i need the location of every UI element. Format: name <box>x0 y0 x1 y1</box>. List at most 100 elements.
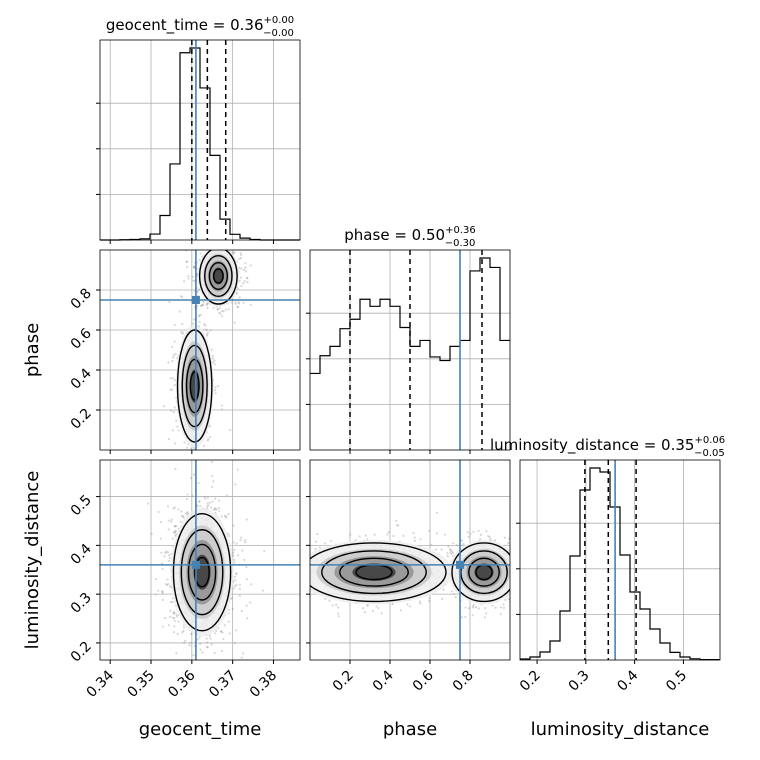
panel-geocent_time-vs-phase <box>99 241 301 455</box>
sample-point <box>164 550 168 553</box>
sample-point <box>224 514 227 517</box>
sample-point <box>191 279 195 282</box>
sample-point <box>520 545 522 547</box>
sample-point <box>527 563 529 565</box>
sample-point <box>208 425 212 428</box>
sample-point <box>226 245 228 247</box>
sample-point <box>206 496 209 499</box>
sample-point <box>303 561 305 563</box>
sample-point <box>304 553 306 555</box>
sample-point <box>515 548 517 550</box>
histogram-luminosity_distance <box>520 467 720 661</box>
sample-point <box>177 429 180 432</box>
sample-point <box>233 321 236 324</box>
panel-frame <box>309 459 511 661</box>
sample-point <box>513 566 515 568</box>
sample-point <box>191 494 194 497</box>
sample-point <box>499 613 503 616</box>
sample-point <box>514 564 516 566</box>
sample-point <box>515 558 517 560</box>
sample-point <box>469 532 472 535</box>
x-axis-label-phase: phase <box>383 719 437 740</box>
sample-point <box>236 305 239 309</box>
sample-point <box>173 383 176 387</box>
sample-point <box>147 502 150 505</box>
sample-point <box>523 560 525 562</box>
sample-point <box>515 561 517 563</box>
sample-point <box>375 605 378 608</box>
sample-point <box>412 532 415 535</box>
histogram-geocent_time <box>100 47 300 241</box>
hist-panel-geocent_time: geocent_time = 0.36+0.00 −0.00 <box>96 15 301 241</box>
x-tick-label: 0.34 <box>84 667 117 700</box>
sample-point <box>171 356 175 359</box>
sample-point <box>213 389 217 392</box>
sample-point <box>449 549 452 552</box>
sample-point <box>220 404 224 407</box>
sample-point <box>231 607 234 611</box>
sample-point <box>161 567 164 571</box>
sample-point <box>205 333 209 336</box>
sample-point <box>290 584 292 586</box>
sample-point <box>194 241 196 243</box>
sample-point <box>474 605 478 609</box>
sample-point <box>304 549 306 551</box>
y-tick-label: 0.4 <box>68 541 95 568</box>
sample-point <box>285 562 287 564</box>
sample-point <box>170 600 173 604</box>
sample-point <box>205 328 208 331</box>
sample-point <box>168 557 172 560</box>
sample-point <box>487 535 490 538</box>
x-axis-luminosity_distance: 0.2 0.3 0.4 0.5 luminosity_distance <box>517 660 709 740</box>
sample-point <box>205 303 208 307</box>
sample-point <box>233 548 236 551</box>
sample-point <box>192 322 195 325</box>
sample-point <box>167 437 170 441</box>
x-tick-label: 0.2 <box>517 668 544 695</box>
y-axis-luminosity_distance: 0.2 0.3 0.4 0.5 luminosity_distance <box>22 471 100 665</box>
density-contour <box>468 557 500 587</box>
sample-point <box>211 354 214 357</box>
sample-point <box>208 634 211 637</box>
sample-point <box>363 611 367 614</box>
sample-point <box>494 606 497 609</box>
sample-point <box>215 508 218 511</box>
sample-point <box>231 551 235 554</box>
sample-point <box>454 596 457 599</box>
sample-point <box>287 584 289 586</box>
sample-point <box>171 360 174 363</box>
sample-point <box>214 392 217 395</box>
truth-marker <box>456 560 464 569</box>
sample-point <box>428 529 431 532</box>
sample-point <box>245 518 248 521</box>
sample-point <box>194 453 196 455</box>
density-contour <box>208 262 228 291</box>
sample-point <box>502 603 505 606</box>
sample-point <box>199 304 203 307</box>
sample-point <box>206 646 210 649</box>
sample-point <box>512 576 514 578</box>
sample-point <box>249 264 252 267</box>
sample-point <box>214 508 217 511</box>
sample-point <box>240 656 243 659</box>
sample-point <box>276 566 278 568</box>
sample-point <box>198 314 201 317</box>
sample-point <box>168 301 171 304</box>
sample-point <box>418 600 421 603</box>
sample-point <box>236 305 239 308</box>
sample-point <box>472 606 475 609</box>
sample-point <box>247 585 249 587</box>
sample-point <box>517 575 519 577</box>
sample-point <box>201 651 204 654</box>
sample-point <box>232 541 235 544</box>
sample-point <box>446 555 449 558</box>
sample-point <box>190 632 193 636</box>
sample-point <box>232 524 235 527</box>
sample-point <box>194 246 196 248</box>
sample-point <box>222 637 225 641</box>
sample-point <box>173 406 176 409</box>
sample-point <box>173 617 176 620</box>
sample-point <box>225 241 227 243</box>
sample-point <box>171 345 174 349</box>
panel-frame <box>99 39 301 241</box>
